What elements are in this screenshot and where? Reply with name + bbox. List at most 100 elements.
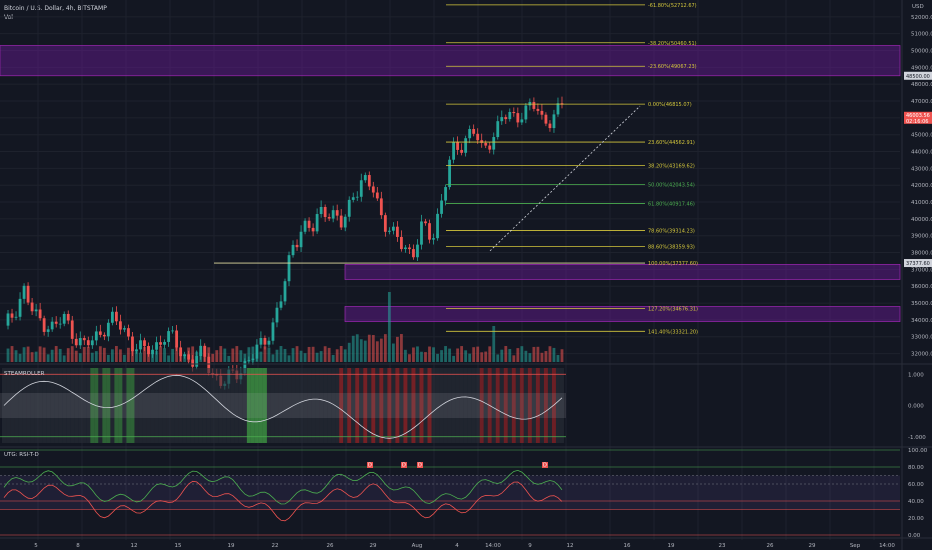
steamroller-bar	[463, 368, 468, 443]
steamroller-bar	[194, 368, 199, 443]
steamroller-bar	[351, 368, 356, 443]
volume-bar	[528, 353, 532, 362]
volume-bar	[195, 351, 199, 362]
axis-currency: USD	[912, 4, 924, 10]
volume-bar	[359, 339, 363, 362]
candle-body	[516, 113, 520, 123]
candle-body	[102, 334, 106, 337]
volume-bar	[363, 340, 367, 362]
steamroller-bar	[535, 368, 540, 443]
steamroller-bar	[423, 368, 428, 443]
volume-bar	[379, 338, 383, 362]
symbol-title[interactable]: Bitcoin / U.S. Dollar, 4h, BITSTAMP	[4, 5, 107, 12]
volume-bar	[110, 349, 114, 362]
steamroller-bar	[375, 368, 380, 443]
candle-body	[50, 321, 54, 330]
candle-body	[363, 175, 367, 181]
steamroller-bar	[295, 368, 300, 443]
candle-body	[259, 337, 263, 345]
candle-body	[339, 215, 343, 228]
steamroller-bar	[459, 368, 464, 443]
steamroller-bar	[78, 368, 83, 443]
steamroller-bar	[407, 368, 412, 443]
volume-bar	[396, 336, 399, 362]
volume-bar	[556, 355, 560, 362]
steamroller-bar	[495, 368, 500, 443]
divergence-marker	[417, 462, 423, 468]
volume-bar	[6, 348, 10, 362]
candle-body	[78, 338, 82, 346]
volume-bar	[347, 342, 351, 362]
y-tick-label: 52000.00	[911, 15, 932, 21]
steamroller-bar	[451, 368, 456, 443]
candle-body	[512, 111, 516, 114]
candle-body	[452, 141, 455, 160]
volume-bar	[159, 346, 162, 362]
steamroller-bar	[399, 368, 404, 443]
volume-label[interactable]: Vol	[4, 14, 13, 21]
volume-bar	[175, 346, 179, 362]
y-tick-label: 43000.00	[911, 166, 932, 172]
steamroller-bar	[262, 368, 267, 443]
steamroller-bar	[210, 368, 215, 443]
volume-bar	[440, 350, 443, 362]
steamroller-bar	[343, 368, 348, 443]
candle-body	[448, 159, 451, 188]
candle-body	[416, 244, 419, 258]
candle-body	[383, 215, 387, 232]
candle-body	[199, 345, 203, 357]
volume-bar	[383, 334, 387, 362]
volume-bar	[223, 348, 227, 362]
candle-body	[263, 337, 267, 345]
volume-bar	[191, 346, 195, 362]
steamroller-bar	[146, 368, 151, 443]
fib-level-label: 38.20%(43169.62)	[648, 164, 695, 170]
volume-bar	[512, 355, 516, 362]
steamroller-bar	[323, 368, 328, 443]
x-tick-label: 29	[370, 543, 377, 549]
candle-body	[323, 206, 327, 218]
volume-bar	[456, 348, 460, 362]
y-tick-label: 40000.00	[911, 217, 932, 223]
y-tick-label: 38000.00	[911, 251, 932, 257]
candle-body	[351, 197, 355, 200]
candle-body	[460, 149, 464, 153]
candle-body	[46, 329, 50, 332]
volume-bar	[42, 347, 46, 362]
volume-bar	[239, 350, 243, 362]
volume-bar	[231, 348, 235, 362]
volume-bar	[102, 347, 106, 362]
steamroller-bar	[190, 368, 195, 443]
candle-body	[163, 341, 166, 345]
y-tick-label: 49000.00	[911, 65, 932, 71]
volume-bar	[516, 348, 520, 362]
volume-bar	[279, 346, 283, 362]
candle-body	[379, 198, 383, 216]
candle-body	[94, 331, 98, 341]
volume-bar	[504, 346, 508, 362]
candle-body	[42, 318, 46, 332]
steamroller-bar	[154, 368, 159, 443]
volume-bar	[315, 352, 319, 362]
steamroller-bar	[6, 368, 11, 443]
candle-body	[159, 342, 162, 345]
steamroller-bar	[531, 368, 536, 443]
volume-bar	[50, 349, 54, 362]
candle-body	[520, 119, 524, 123]
y-tick-label: 42000.00	[911, 183, 932, 189]
rsi-line	[3, 469, 563, 505]
candle-body	[207, 356, 211, 373]
steamroller-bar	[102, 368, 107, 443]
volume-bar	[255, 352, 259, 362]
candle-body	[34, 309, 38, 312]
candle-body	[347, 199, 351, 217]
divergence-marker	[401, 462, 407, 468]
candle-body	[271, 322, 275, 341]
volume-bar	[26, 346, 30, 362]
steamroller-bar	[551, 368, 556, 443]
steamroller-bar	[479, 368, 484, 443]
volume-bar	[508, 349, 512, 362]
steamroller-bar	[515, 368, 520, 443]
